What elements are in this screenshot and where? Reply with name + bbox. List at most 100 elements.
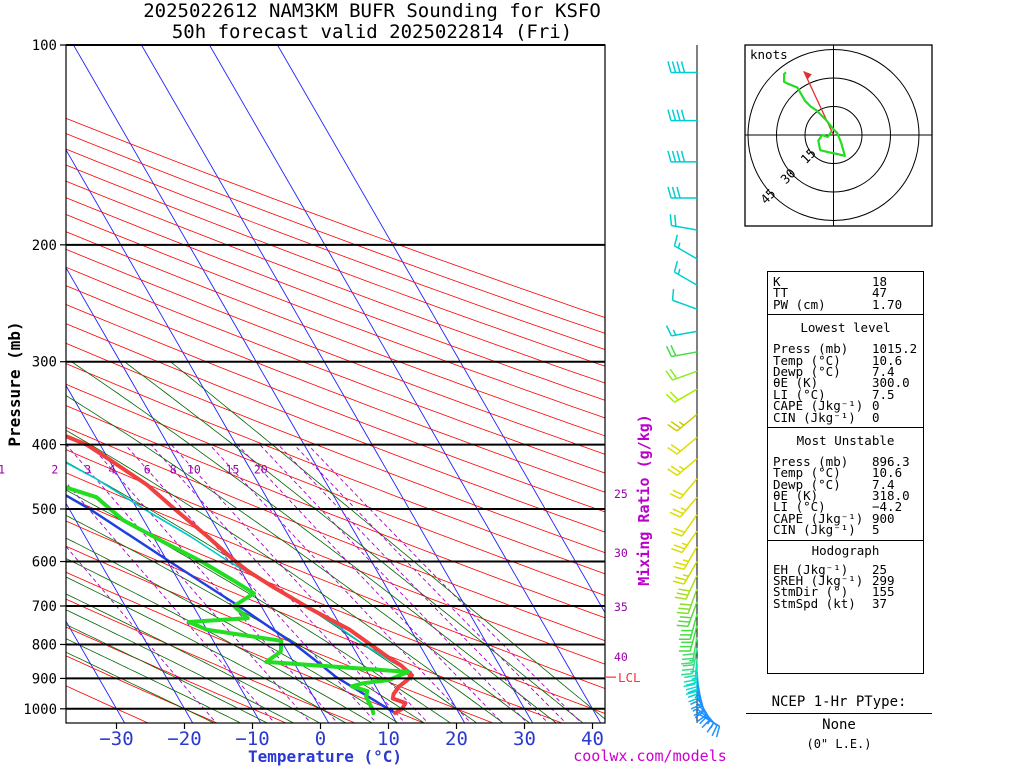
mixing-ratio-label: 2 xyxy=(51,462,58,476)
barb-flag xyxy=(693,709,705,717)
lowest-level-row: Temp (°C) 10.6 xyxy=(768,352,923,368)
barb-flag xyxy=(667,61,672,73)
barb-half-flag xyxy=(677,242,681,249)
y-axis-title: Pressure (mb) xyxy=(5,321,24,446)
plot-frame xyxy=(65,44,606,724)
mixing-ratio-line xyxy=(277,444,549,723)
wind-barb xyxy=(667,436,698,455)
isotherm-line xyxy=(66,384,262,723)
barb-flag xyxy=(671,109,677,121)
barb-flag xyxy=(678,588,690,592)
hodograph-units-label: knots xyxy=(750,47,788,62)
dry-adiabat-line xyxy=(66,266,605,474)
hodograph-stat-label: StmDir (°) xyxy=(773,584,849,600)
most-unstable-label: LI (°C) xyxy=(773,499,826,515)
most-unstable-heading: Most Unstable xyxy=(796,432,895,448)
isotherm-line xyxy=(66,502,194,723)
mixing-ratio-label: 15 xyxy=(226,462,240,476)
index-label: K xyxy=(773,274,781,289)
most-unstable-section: Most Unstable Press (mb) 896.3 Temp (°C) 10… xyxy=(768,426,923,540)
most-unstable-row: CAPE (Jkg⁻¹) 900 xyxy=(768,512,923,525)
barb-half-flag xyxy=(682,559,689,563)
wind-barb xyxy=(683,658,698,688)
most-unstable-label: Press (mb) xyxy=(773,453,849,469)
lowest-level-heading: Lowest level xyxy=(800,320,891,336)
barb-flag xyxy=(669,368,678,379)
moist-adiabat-line xyxy=(66,651,215,723)
barb-flag xyxy=(678,620,690,623)
mixing-ratio-line xyxy=(124,444,378,723)
mixing-ratio-label: 8 xyxy=(170,462,177,476)
barb-flag xyxy=(681,668,694,672)
lowest-level-label: Dewp (°C) xyxy=(773,363,841,379)
mixing-ratio-side-label: 30 xyxy=(614,546,628,560)
barb-flag xyxy=(667,446,678,455)
lowest-level-label: Press (mb) xyxy=(773,341,849,357)
barb-flag xyxy=(676,611,689,615)
pressure-tick-label: 600 xyxy=(32,555,57,571)
barb-flag xyxy=(676,186,681,199)
wind-barb xyxy=(681,647,698,676)
dry-adiabat-line xyxy=(66,133,605,334)
dewpoint-line xyxy=(66,485,410,716)
barb-half-flag xyxy=(678,465,685,471)
most-unstable-label: Temp (°C) xyxy=(773,465,841,481)
x-axis-title: Temperature (°C) xyxy=(248,747,402,766)
wind-barb xyxy=(667,61,697,74)
lowest-level-label: Temp (°C) xyxy=(773,352,841,368)
lowest-level-label: θE (K) xyxy=(773,375,819,391)
most-unstable-value: 10.6 xyxy=(872,465,903,481)
index-row: PW (cm) 1.70 xyxy=(768,298,923,311)
barb-flag xyxy=(675,561,687,567)
barb-flag xyxy=(671,531,683,537)
most-unstable-row: θE (K) 318.0 xyxy=(768,489,923,502)
temperature-tick-label: −10 xyxy=(235,728,269,750)
barb-flag xyxy=(665,325,673,337)
barb-flag xyxy=(683,683,695,688)
lowest-level-value: 10.6 xyxy=(872,352,903,368)
barb-flag xyxy=(669,493,681,500)
barb-flag xyxy=(670,465,681,474)
hodograph-section: Hodograph EH (Jkg⁻¹) 25 SREH (Jkg⁻¹) 299 Stm… xyxy=(768,539,923,614)
barb-flag xyxy=(670,420,681,429)
dry-adiabat-line xyxy=(66,405,605,619)
dry-adiabat-line xyxy=(66,117,605,318)
wind-barb xyxy=(672,561,698,585)
moist-adiabat-line xyxy=(66,576,347,723)
wind-barb xyxy=(676,588,698,615)
barb-flag xyxy=(678,607,690,610)
wind-barb xyxy=(696,712,721,738)
wind-barb xyxy=(678,613,698,641)
wind-barb xyxy=(672,546,698,570)
barb-flag xyxy=(675,576,687,581)
lowest-level-row: Dewp (°C) 7.4 xyxy=(768,363,923,379)
dry-adiabat-line xyxy=(66,148,605,351)
barb-half-flag xyxy=(672,329,677,336)
barb-half-flag xyxy=(682,574,689,577)
moist-adiabat-line xyxy=(71,361,557,723)
barb-flag xyxy=(684,674,696,679)
barb-flag xyxy=(671,61,677,73)
lowest-level-row: Press (mb) 1015.2 xyxy=(768,341,923,357)
barb-flag xyxy=(682,653,695,656)
barb-flag xyxy=(665,393,676,403)
lowest-level-value: 1015.2 xyxy=(872,341,918,357)
index-label: TT xyxy=(773,285,789,301)
barb-flag xyxy=(672,580,685,585)
wind-barb xyxy=(669,214,698,231)
barb-flag xyxy=(672,489,684,496)
moist-adiabat-line xyxy=(66,624,269,723)
hodograph-stat-value: 25 xyxy=(872,561,888,577)
temperature-line xyxy=(66,433,414,716)
most-unstable-row: LI (°C) −4.2 xyxy=(768,499,923,515)
barb-flag xyxy=(673,527,685,534)
temperature-tick-label: 20 xyxy=(445,728,468,750)
title-line-1: 2025022612 NAM3KM BUFR Sounding for KSFO xyxy=(143,0,601,22)
dry-adiabat-line xyxy=(66,342,605,554)
mixing-ratio-line xyxy=(150,444,406,723)
index-row: TT 47 xyxy=(768,285,923,301)
wind-barb xyxy=(665,368,698,381)
barb-flag xyxy=(671,150,677,163)
barb-flag xyxy=(676,624,689,628)
